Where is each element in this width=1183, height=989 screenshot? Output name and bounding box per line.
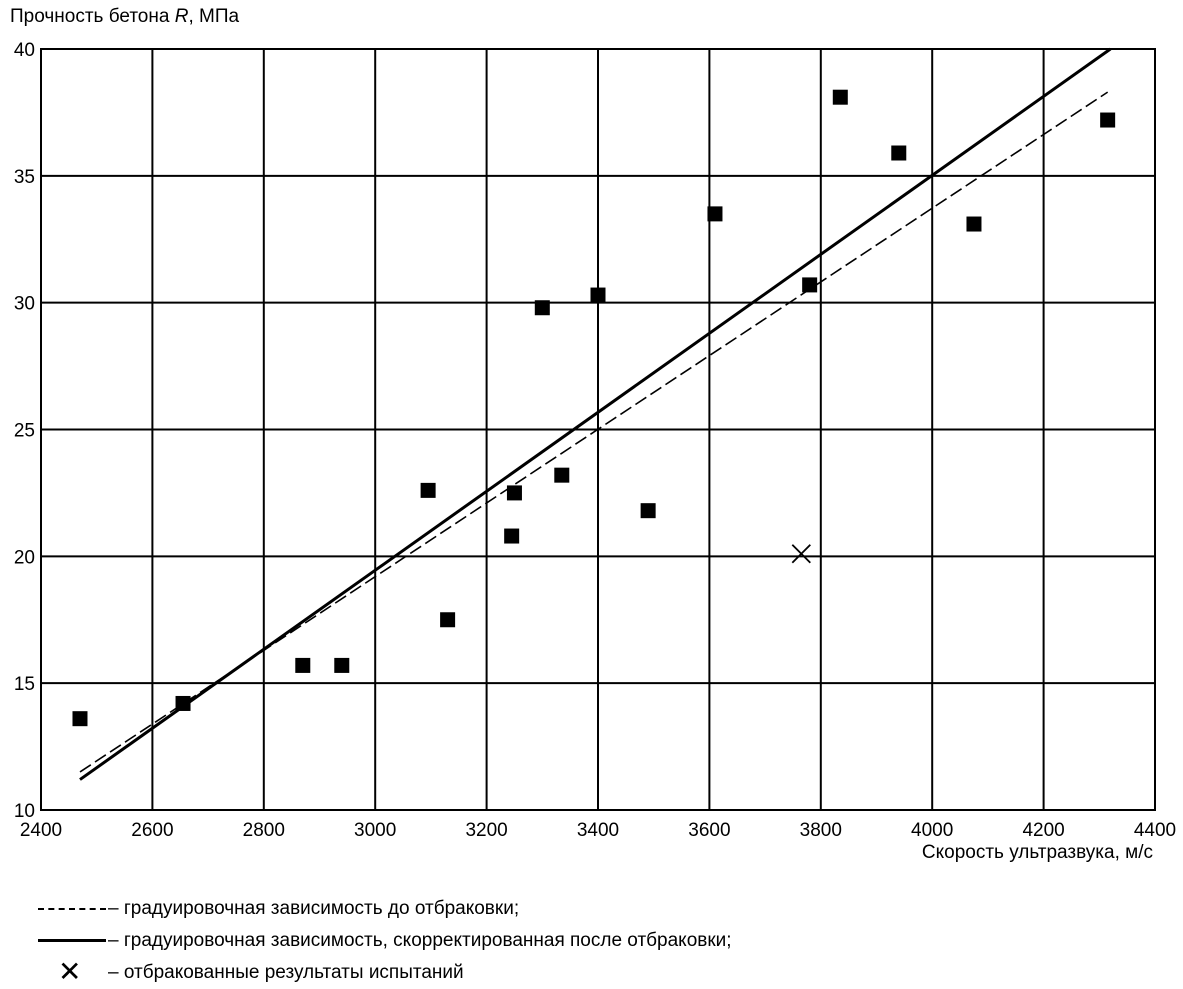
data-point [334, 657, 350, 673]
x-tick-label: 3000 [354, 820, 396, 841]
cross-icon: ✕ [58, 956, 82, 987]
x-tick-label: 3600 [688, 820, 730, 841]
data-point [640, 503, 656, 519]
x-tick-label: 2600 [131, 820, 173, 841]
legend-label-rejected: – отбракованные результаты испытаний [108, 962, 464, 983]
legend-label-dashed: – градуировочная зависимость до отбраков… [108, 898, 520, 919]
data-point [175, 695, 191, 711]
regression-lines [79, 47, 1112, 781]
legend-item-rejected: ✕ – отбракованные результаты испытаний [38, 957, 732, 989]
data-point [1100, 112, 1116, 128]
y-tick-label: 25 [14, 421, 35, 442]
dashed-line-icon [38, 899, 108, 919]
data-point [504, 528, 520, 544]
data-point [420, 482, 436, 498]
x-axis-label: Скорость ультразвука, м/с [921, 842, 1153, 863]
legend: – градуировочная зависимость до отбраков… [38, 893, 732, 989]
data-point [590, 287, 606, 303]
x-tick-label: 3400 [577, 820, 619, 841]
y-tick-label: 10 [14, 801, 35, 822]
y-tick-label: 40 [14, 40, 35, 61]
data-point [891, 145, 907, 161]
data-point [554, 467, 570, 483]
x-tick-label: 2400 [20, 820, 62, 841]
calibration-line-solid [79, 47, 1112, 781]
y-tick-label: 35 [14, 167, 35, 188]
data-point [72, 711, 88, 727]
chart-plot: 2400 2600 2800 3000 3200 3400 3600 3800 4000 4200… [14, 40, 1176, 841]
x-tick-label: 4200 [1022, 820, 1064, 841]
y-tick-label: 30 [14, 294, 35, 315]
y-tick-label: 15 [14, 674, 35, 695]
legend-label-solid: – градуировочная зависимость, скорректир… [108, 930, 732, 951]
x-tick-label: 3800 [800, 820, 842, 841]
data-point [707, 206, 723, 222]
data-point [440, 612, 456, 628]
legend-item-dashed: – градуировочная зависимость до отбраков… [38, 893, 732, 925]
x-tick-label: 2800 [243, 820, 285, 841]
data-point [506, 485, 522, 501]
legend-item-solid: – градуировочная зависимость, скорректир… [38, 925, 732, 957]
x-tick-label: 3200 [465, 820, 507, 841]
plot-frame [40, 48, 1156, 811]
solid-line-icon [38, 931, 108, 951]
x-tick-label: 4400 [1134, 820, 1176, 841]
x-tick-label: 4000 [911, 820, 953, 841]
data-point [832, 89, 848, 105]
rejected-point [791, 544, 811, 564]
rejected-point-stroke [791, 544, 811, 564]
data-point [966, 216, 982, 232]
data-points [72, 89, 1116, 727]
tick-labels: 2400 2600 2800 3000 3200 3400 3600 3800 4000 4200… [14, 40, 1176, 841]
data-point [295, 657, 311, 673]
y-axis-label: Прочность бетона R, МПа [10, 6, 240, 27]
data-point [802, 277, 818, 293]
data-point [534, 300, 550, 316]
y-tick-label: 20 [14, 547, 35, 568]
